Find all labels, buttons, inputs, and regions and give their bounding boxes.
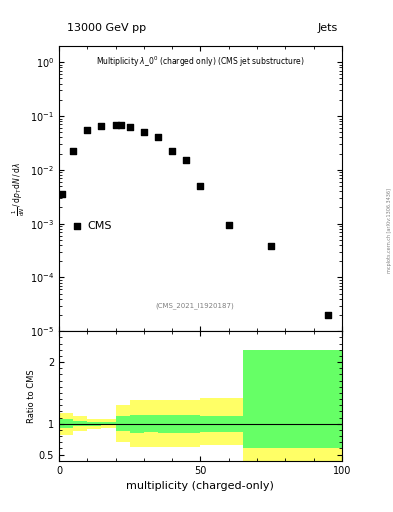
Point: [155, 133, 161, 141]
Point: [59, 190, 65, 199]
Text: mcplots.cern.ch [arXiv:1306.3436]: mcplots.cern.ch [arXiv:1306.3436]: [387, 188, 392, 273]
Text: Multiplicity $\lambda\_0^0$ (charged only) (CMS jet substructure): Multiplicity $\lambda\_0^0$ (charged onl…: [96, 55, 305, 69]
Point: [127, 123, 133, 131]
Point: [268, 242, 274, 250]
Text: CMS: CMS: [87, 221, 112, 231]
X-axis label: multiplicity (charged-only): multiplicity (charged-only): [127, 481, 274, 491]
Text: Jets: Jets: [318, 23, 338, 33]
Y-axis label: $\frac{1}{\mathrm{d}N}\,/\,\mathrm{d}p_T\,\mathrm{d}N\,/\,\mathrm{d}\lambda$: $\frac{1}{\mathrm{d}N}\,/\,\mathrm{d}p_T…: [11, 162, 27, 216]
Point: [197, 182, 204, 190]
Point: [98, 122, 105, 130]
Point: [325, 311, 331, 319]
Point: [169, 147, 175, 156]
Text: 13000 GeV pp: 13000 GeV pp: [67, 23, 146, 33]
Point: [141, 128, 147, 136]
Point: [118, 121, 124, 130]
Point: [84, 126, 90, 134]
Point: [70, 147, 76, 156]
Text: (CMS_2021_I1920187): (CMS_2021_I1920187): [155, 303, 234, 309]
Point: [56, 81, 62, 90]
Point: [183, 156, 189, 164]
Point: [112, 121, 119, 129]
Point: [226, 221, 232, 229]
Y-axis label: Ratio to CMS: Ratio to CMS: [27, 369, 36, 423]
